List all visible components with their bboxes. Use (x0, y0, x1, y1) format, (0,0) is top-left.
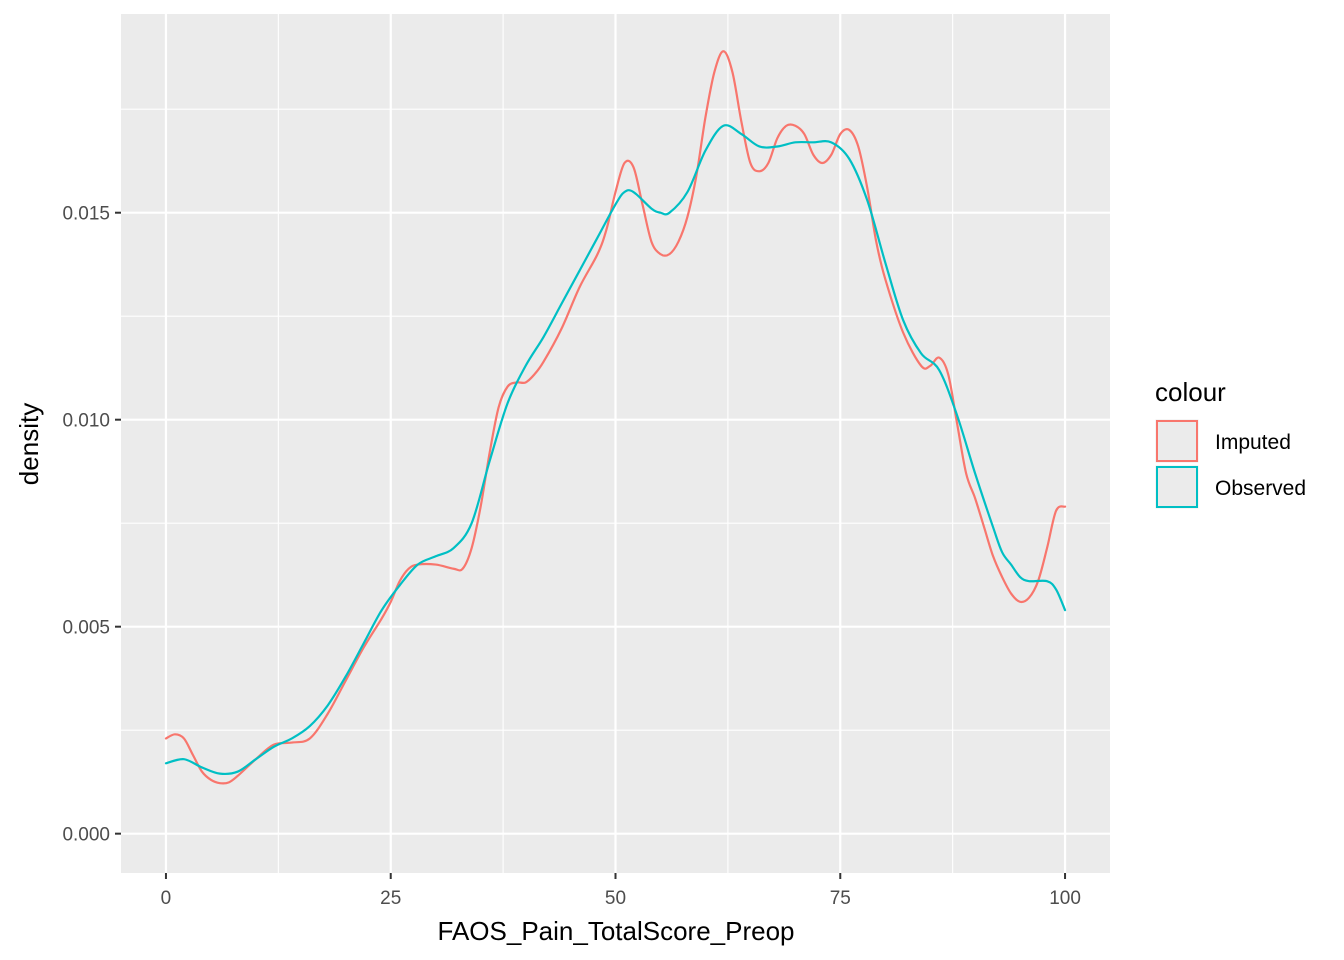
x-tick-label: 50 (605, 888, 626, 909)
legend-key-background (1154, 418, 1200, 464)
legend-label-observed: Observed (1215, 477, 1306, 500)
legend-key-imputed (1156, 420, 1198, 462)
legend-items: Imputed Observed (1154, 418, 1306, 510)
legend: colour Imputed Observed (1154, 377, 1306, 510)
y-tick-label: 0.010 (62, 411, 110, 432)
y-tick-label: 0.005 (62, 618, 110, 639)
series-lines (164, 50, 1067, 785)
y-tick-label: 0.000 (62, 825, 110, 846)
legend-item-observed: Observed (1154, 464, 1306, 510)
x-tick-label: 0 (161, 888, 172, 909)
series-line-observed (164, 124, 1067, 776)
x-tick-label: 100 (1049, 888, 1081, 909)
legend-key-observed (1156, 466, 1198, 508)
y-axis-title: density (14, 403, 44, 485)
legend-label-imputed: Imputed (1215, 431, 1291, 454)
x-tick-label: 75 (830, 888, 851, 909)
grid-major (121, 14, 1110, 873)
y-tick-label: 0.015 (62, 204, 110, 225)
series-line-imputed (164, 50, 1067, 785)
y-axis: 0.000 0.005 0.010 0.015 (62, 204, 121, 846)
x-tick-label: 25 (380, 888, 401, 909)
legend-key-background (1154, 464, 1200, 510)
x-axis: 0 25 50 75 100 (161, 873, 1081, 909)
legend-item-imputed: Imputed (1154, 418, 1291, 464)
legend-title: colour (1155, 377, 1226, 407)
x-axis-title: FAOS_Pain_TotalScore_Preop (438, 916, 795, 946)
